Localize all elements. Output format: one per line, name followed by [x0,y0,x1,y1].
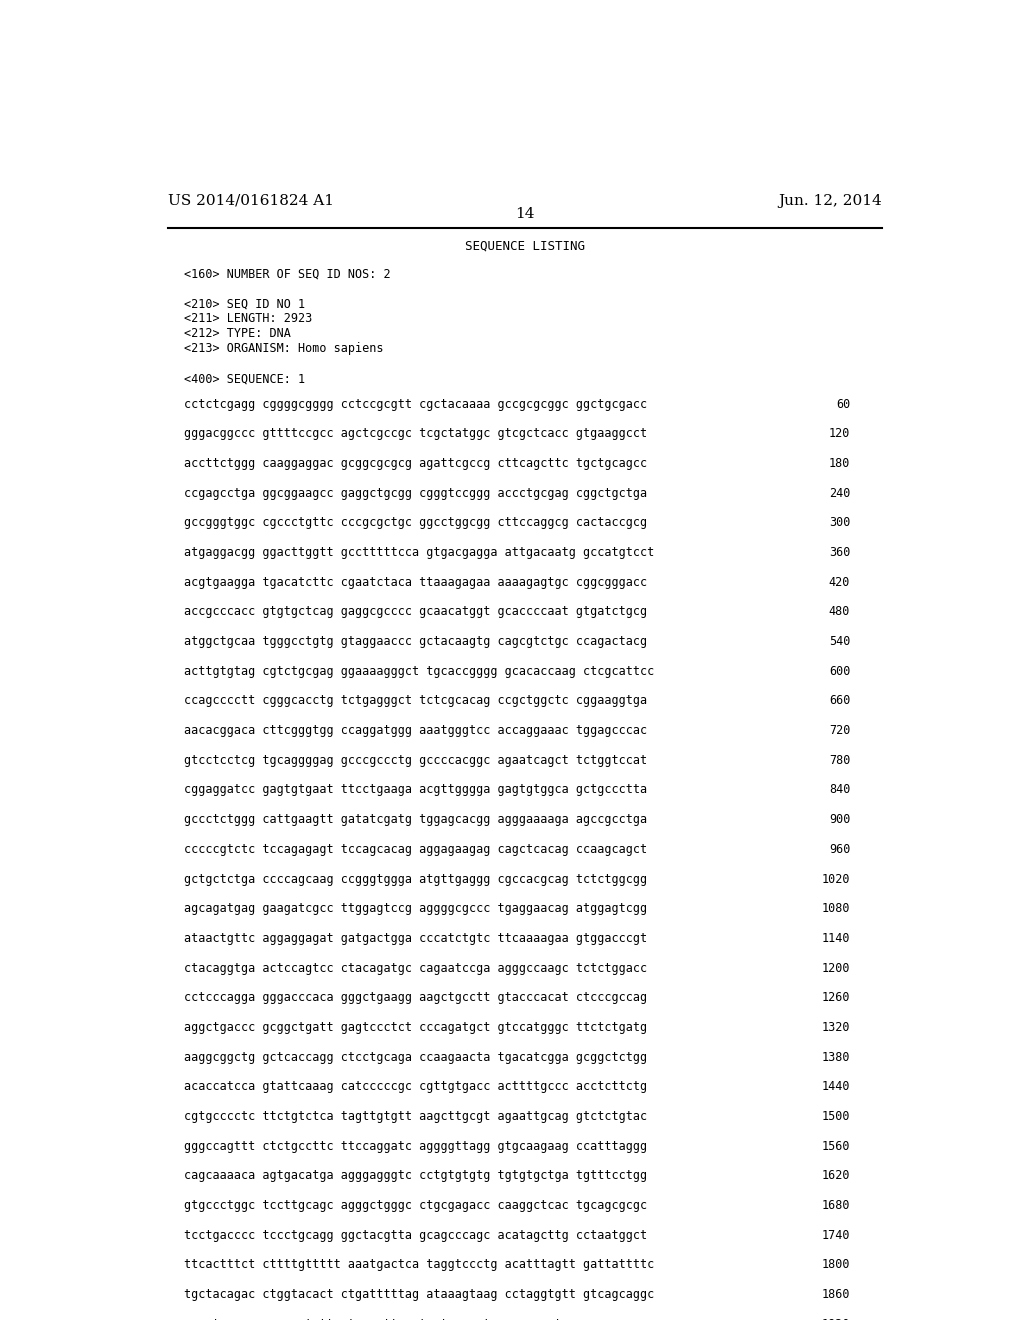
Text: tcctgacccc tccctgcagg ggctacgtta gcagcccagc acatagcttg cctaatggct: tcctgacccc tccctgcagg ggctacgtta gcagccc… [183,1229,647,1242]
Text: <400> SEQUENCE: 1: <400> SEQUENCE: 1 [183,372,305,385]
Text: gggccagttt ctctgccttc ttccaggatc aggggttagg gtgcaagaag ccatttaggg: gggccagttt ctctgccttc ttccaggatc aggggtt… [183,1139,647,1152]
Text: 540: 540 [828,635,850,648]
Text: 14: 14 [515,207,535,222]
Text: cgtgcccctc ttctgtctca tagttgtgtt aagcttgcgt agaattgcag gtctctgtac: cgtgcccctc ttctgtctca tagttgtgtt aagcttg… [183,1110,647,1123]
Text: 480: 480 [828,606,850,618]
Text: tgctacagac ctggtacact ctgatttttag ataaagtaag cctaggtgtt gtcagcaggc: tgctacagac ctggtacact ctgatttttag ataaag… [183,1288,653,1302]
Text: cggaggatcc gagtgtgaat ttcctgaaga acgttgggga gagtgtggca gctgccctta: cggaggatcc gagtgtgaat ttcctgaaga acgttgg… [183,784,647,796]
Text: 180: 180 [828,457,850,470]
Text: ctacaggtga actccagtcc ctacagatgc cagaatccga agggccaagc tctctggacc: ctacaggtga actccagtcc ctacagatgc cagaatc… [183,961,647,974]
Text: 780: 780 [828,754,850,767]
Text: 1920: 1920 [821,1317,850,1320]
Text: gccgggtggc cgccctgttc cccgcgctgc ggcctggcgg cttccaggcg cactaccgcg: gccgggtggc cgccctgttc cccgcgctgc ggcctgg… [183,516,647,529]
Text: ttcactttct cttttgttttt aaatgactca taggtccctg acatttagtt gattattttc: ttcactttct cttttgttttt aaatgactca taggtc… [183,1258,653,1271]
Text: acttgtgtag cgtctgcgag ggaaaagggct tgcaccgggg gcacaccaag ctcgcattcc: acttgtgtag cgtctgcgag ggaaaagggct tgcacc… [183,665,653,677]
Text: 1500: 1500 [821,1110,850,1123]
Text: 1800: 1800 [821,1258,850,1271]
Text: cagcaaaaca agtgacatga agggagggtc cctgtgtgtg tgtgtgctga tgtttcctgg: cagcaaaaca agtgacatga agggagggtc cctgtgt… [183,1170,647,1183]
Text: ataactgttc aggaggagat gatgactgga cccatctgtc ttcaaaagaa gtggacccgt: ataactgttc aggaggagat gatgactgga cccatct… [183,932,647,945]
Text: acgtgaagga tgacatcttc cgaatctaca ttaaagagaa aaaagagtgc cggcgggacc: acgtgaagga tgacatcttc cgaatctaca ttaaaga… [183,576,647,589]
Text: 1440: 1440 [821,1080,850,1093]
Text: 960: 960 [828,843,850,855]
Text: ccgagcctga ggcggaagcc gaggctgcgg cgggtccggg accctgcgag cggctgctga: ccgagcctga ggcggaagcc gaggctgcgg cgggtcc… [183,487,647,500]
Text: Jun. 12, 2014: Jun. 12, 2014 [778,194,882,209]
Text: <211> LENGTH: 2923: <211> LENGTH: 2923 [183,313,311,325]
Text: gtcctcctcg tgcaggggag gcccgccctg gccccacggc agaatcagct tctggtccat: gtcctcctcg tgcaggggag gcccgccctg gccccac… [183,754,647,767]
Text: 1320: 1320 [821,1020,850,1034]
Text: 1740: 1740 [821,1229,850,1242]
Text: <210> SEQ ID NO 1: <210> SEQ ID NO 1 [183,297,305,310]
Text: 120: 120 [828,428,850,441]
Text: 1020: 1020 [821,873,850,886]
Text: 660: 660 [828,694,850,708]
Text: 360: 360 [828,546,850,560]
Text: 900: 900 [828,813,850,826]
Text: aaggcggctg gctcaccagg ctcctgcaga ccaagaacta tgacatcgga gcggctctgg: aaggcggctg gctcaccagg ctcctgcaga ccaagaa… [183,1051,647,1064]
Text: 720: 720 [828,725,850,737]
Text: atggctgcaa tgggcctgtg gtaggaaccc gctacaagtg cagcgtctgc ccagactacg: atggctgcaa tgggcctgtg gtaggaaccc gctacaa… [183,635,647,648]
Text: atgaggacgg ggacttggtt gcctttttcca gtgacgagga attgacaatg gccatgtcct: atgaggacgg ggacttggtt gcctttttcca gtgacg… [183,546,653,560]
Text: 1560: 1560 [821,1139,850,1152]
Text: 300: 300 [828,516,850,529]
Text: 600: 600 [828,665,850,677]
Text: 1680: 1680 [821,1199,850,1212]
Text: aacacggaca cttcgggtgg ccaggatggg aaatgggtcc accaggaaac tggagcccac: aacacggaca cttcgggtgg ccaggatggg aaatggg… [183,725,647,737]
Text: <212> TYPE: DNA: <212> TYPE: DNA [183,327,291,341]
Text: cccccgtctc tccagagagt tccagcacag aggagaagag cagctcacag ccaagcagct: cccccgtctc tccagagagt tccagcacag aggagaa… [183,843,647,855]
Text: gccctctggg cattgaagtt gatatcgatg tggagcacgg agggaaaaga agccgcctga: gccctctggg cattgaagtt gatatcgatg tggagca… [183,813,647,826]
Text: aggctgggga ggccagtgtt gtgggcttcc tgctgggact gagaaggctc acgaaggggca: aggctgggga ggccagtgtt gtgggcttcc tgctggg… [183,1317,653,1320]
Text: gtgccctggc tccttgcagc agggctgggc ctgcgagacc caaggctcac tgcagcgcgc: gtgccctggc tccttgcagc agggctgggc ctgcgag… [183,1199,647,1212]
Text: accgcccacc gtgtgctcag gaggcgcccc gcaacatggt gcaccccaat gtgatctgcg: accgcccacc gtgtgctcag gaggcgcccc gcaacat… [183,606,647,618]
Text: 240: 240 [828,487,850,500]
Text: SEQUENCE LISTING: SEQUENCE LISTING [465,240,585,252]
Text: cctctcgagg cggggcgggg cctccgcgtt cgctacaaaa gccgcgcggc ggctgcgacc: cctctcgagg cggggcgggg cctccgcgtt cgctaca… [183,397,647,411]
Text: 1860: 1860 [821,1288,850,1302]
Text: 1080: 1080 [821,902,850,915]
Text: agcagatgag gaagatcgcc ttggagtccg aggggcgccc tgaggaacag atggagtcgg: agcagatgag gaagatcgcc ttggagtccg aggggcg… [183,902,647,915]
Text: <213> ORGANISM: Homo sapiens: <213> ORGANISM: Homo sapiens [183,342,383,355]
Text: 1260: 1260 [821,991,850,1005]
Text: 1620: 1620 [821,1170,850,1183]
Text: cctcccagga gggacccaca gggctgaagg aagctgcctt gtacccacat ctcccgccag: cctcccagga gggacccaca gggctgaagg aagctgc… [183,991,647,1005]
Text: gctgctctga ccccagcaag ccgggtggga atgttgaggg cgccacgcag tctctggcgg: gctgctctga ccccagcaag ccgggtggga atgttga… [183,873,647,886]
Text: 420: 420 [828,576,850,589]
Text: 1140: 1140 [821,932,850,945]
Text: ccagcccctt cgggcacctg tctgagggct tctcgcacag ccgctggctc cggaaggtga: ccagcccctt cgggcacctg tctgagggct tctcgca… [183,694,647,708]
Text: aggctgaccc gcggctgatt gagtccctct cccagatgct gtccatgggc ttctctgatg: aggctgaccc gcggctgatt gagtccctct cccagat… [183,1020,647,1034]
Text: gggacggccc gttttccgcc agctcgccgc tcgctatggc gtcgctcacc gtgaaggcct: gggacggccc gttttccgcc agctcgccgc tcgctat… [183,428,647,441]
Text: accttctggg caaggaggac gcggcgcgcg agattcgccg cttcagcttc tgctgcagcc: accttctggg caaggaggac gcggcgcgcg agattcg… [183,457,647,470]
Text: <160> NUMBER OF SEQ ID NOS: 2: <160> NUMBER OF SEQ ID NOS: 2 [183,267,390,280]
Text: 840: 840 [828,784,850,796]
Text: 1200: 1200 [821,961,850,974]
Text: 60: 60 [836,397,850,411]
Text: 1380: 1380 [821,1051,850,1064]
Text: US 2014/0161824 A1: US 2014/0161824 A1 [168,194,334,209]
Text: acaccatcca gtattcaaag catcccccgc cgttgtgacc acttttgccc acctcttctg: acaccatcca gtattcaaag catcccccgc cgttgtg… [183,1080,647,1093]
